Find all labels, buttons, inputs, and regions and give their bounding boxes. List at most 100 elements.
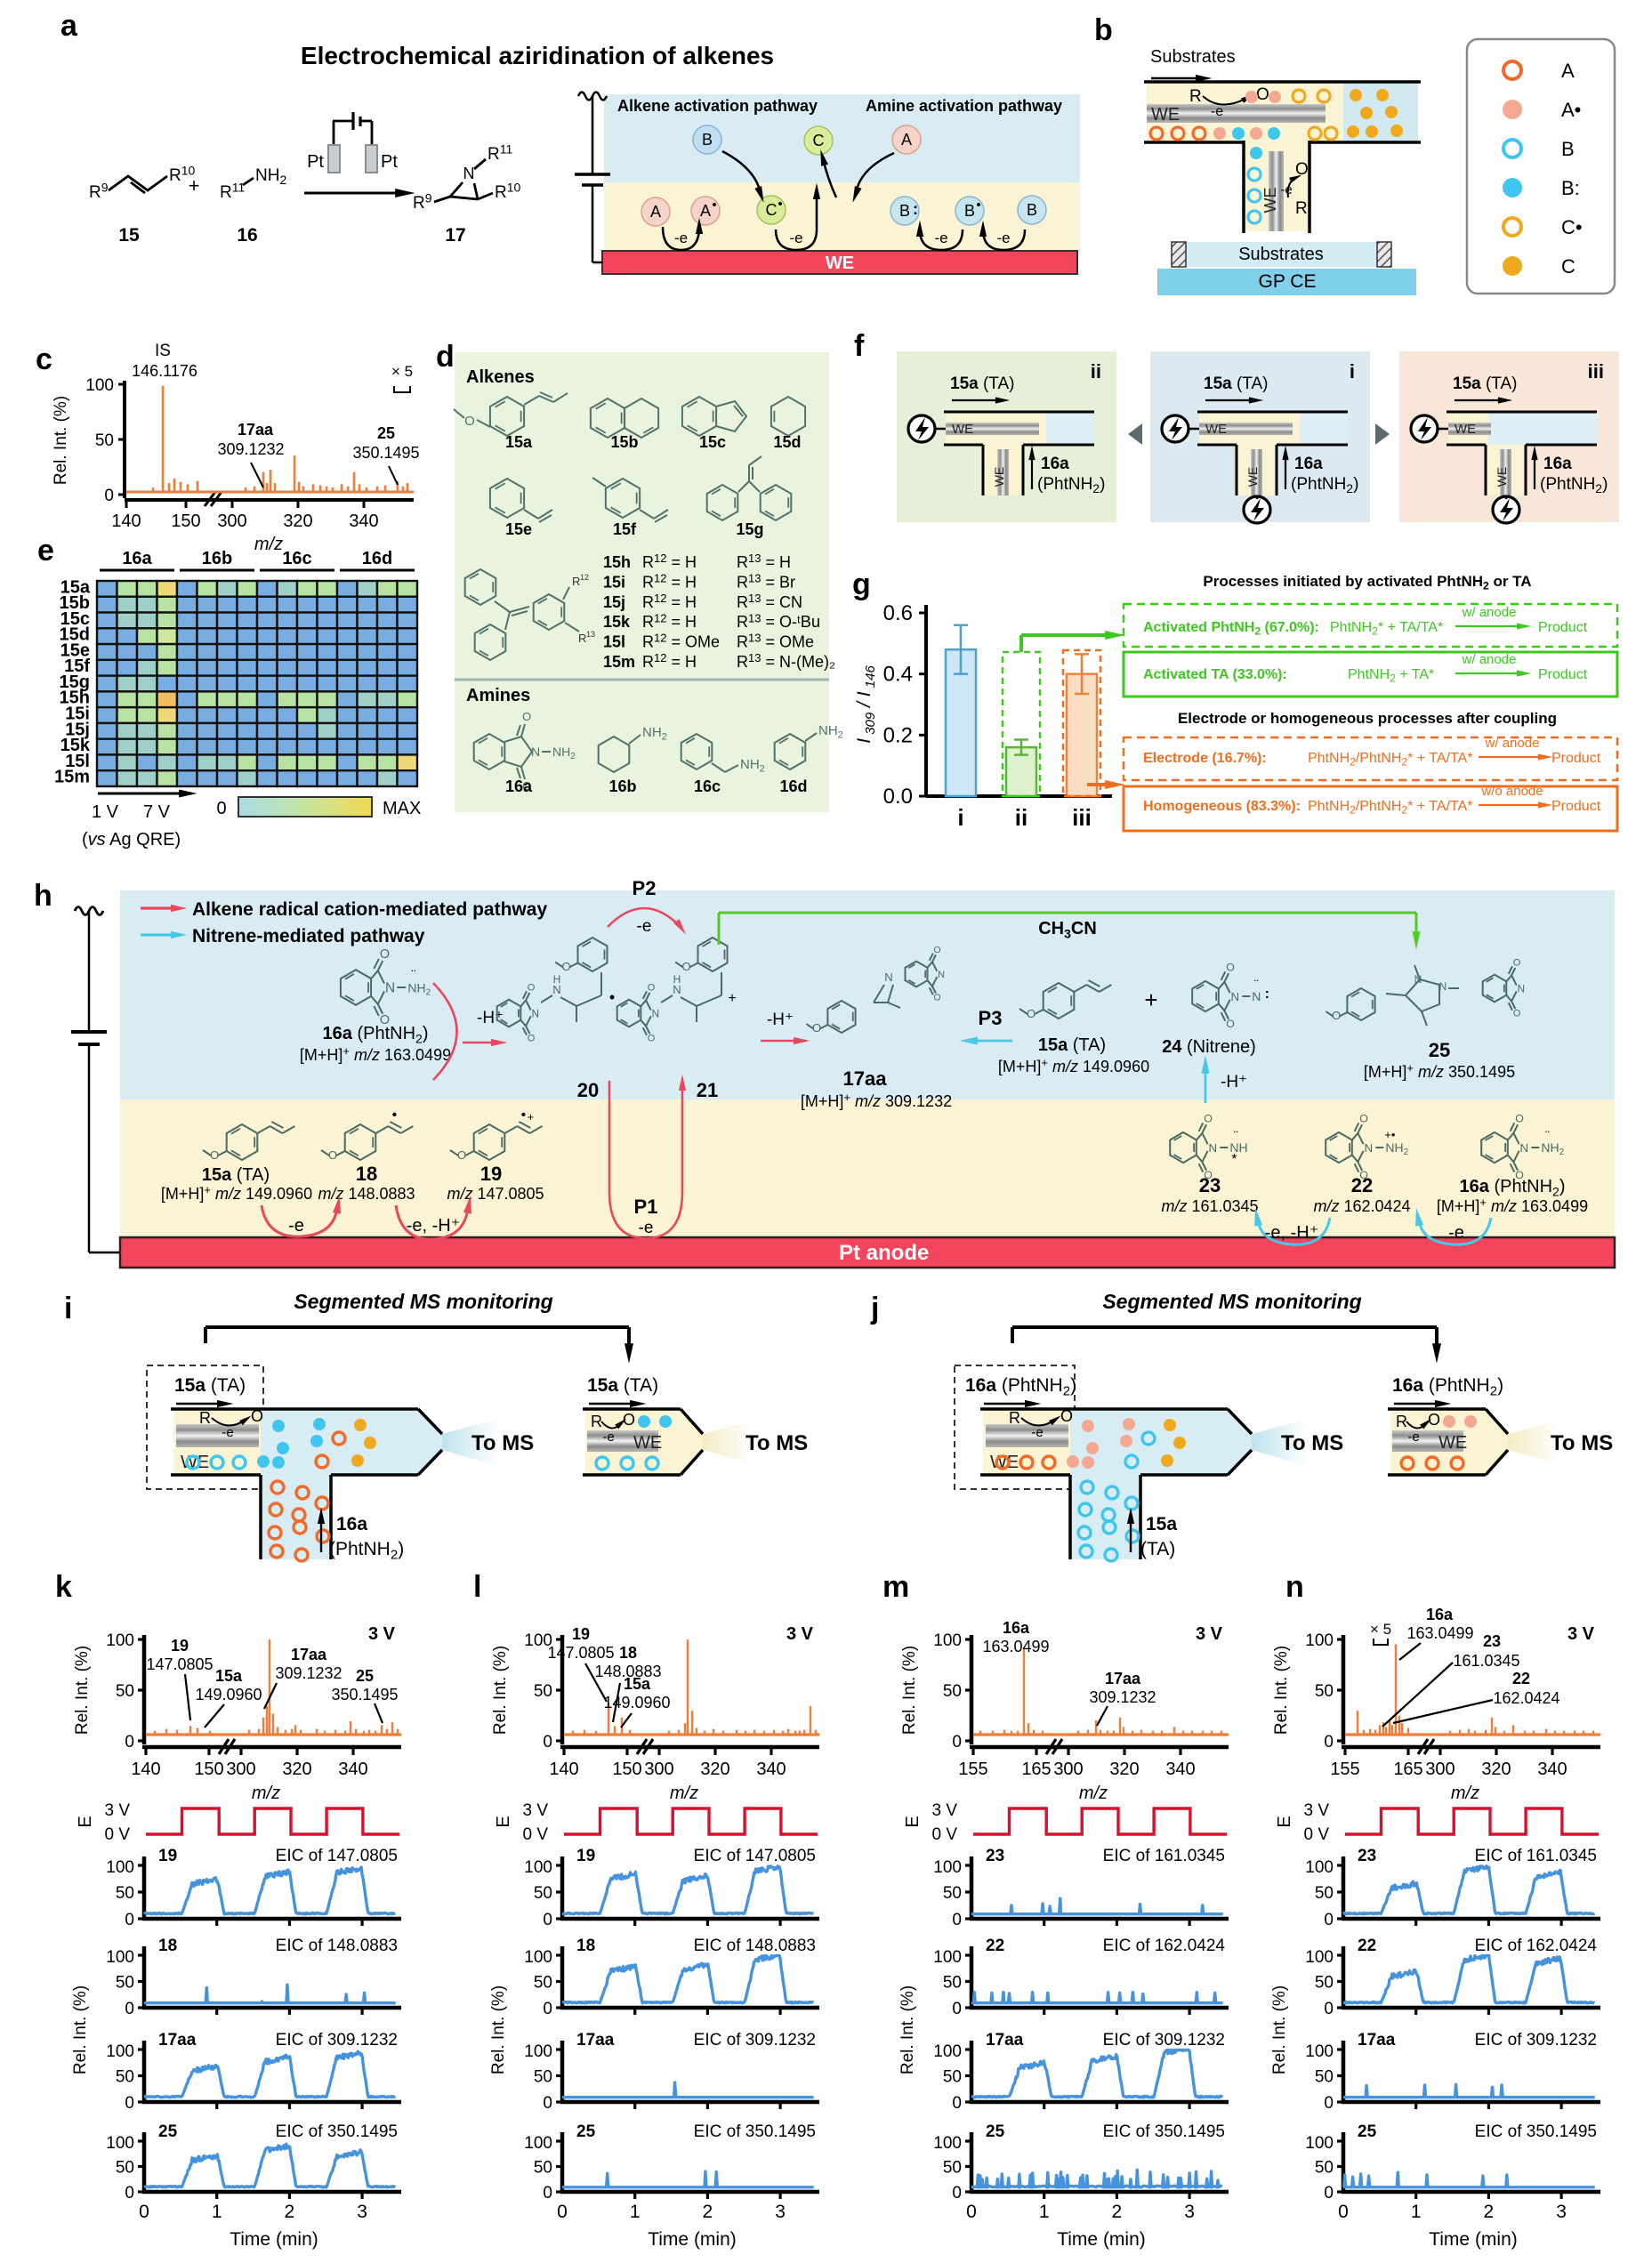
svg-text:0: 0 xyxy=(125,2094,134,2113)
svg-text:WE: WE xyxy=(1438,1433,1467,1453)
svg-text:Product: Product xyxy=(1551,751,1601,766)
svg-text:15c: 15c xyxy=(699,433,726,451)
svg-text:R12 = H: R12 = H xyxy=(642,592,697,611)
svg-text:Rel. Int. (%): Rel. Int. (%) xyxy=(1270,1985,1289,2074)
svg-text:O: O xyxy=(1359,1169,1368,1181)
svg-text:E: E xyxy=(903,1816,923,1827)
svg-text:To MS: To MS xyxy=(1551,1431,1613,1455)
svg-text:EIC of 148.0883: EIC of 148.0883 xyxy=(276,1937,398,1955)
svg-text:Rel. Int. (%): Rel. Int. (%) xyxy=(899,1985,917,2074)
svg-text:340: 340 xyxy=(756,1760,786,1779)
svg-text:•: • xyxy=(392,1107,398,1123)
svg-text:R11: R11 xyxy=(220,181,245,202)
svg-text:320: 320 xyxy=(1109,1760,1139,1779)
svg-text:3 V: 3 V xyxy=(1196,1624,1223,1644)
svg-text:N: N xyxy=(1414,973,1422,986)
svg-text:50: 50 xyxy=(95,431,114,450)
svg-text:O: O xyxy=(681,960,690,973)
svg-text:O: O xyxy=(1226,961,1235,973)
svg-text:148.0883: 148.0883 xyxy=(594,1663,661,1680)
svg-text:18: 18 xyxy=(619,1644,637,1662)
svg-text:17aa: 17aa xyxy=(1105,1670,1141,1687)
svg-text:150: 150 xyxy=(194,1760,223,1779)
svg-text:-e: -e xyxy=(288,1216,304,1236)
svg-text:100: 100 xyxy=(933,1948,962,1967)
svg-text:17aa: 17aa xyxy=(1358,2031,1396,2050)
svg-text:O: O xyxy=(1515,1169,1524,1181)
svg-text:2: 2 xyxy=(1112,2202,1123,2222)
svg-text:300: 300 xyxy=(1425,1760,1455,1779)
svg-text:-H⁺: -H⁺ xyxy=(767,1011,794,1029)
svg-text:50: 50 xyxy=(116,1682,134,1701)
svg-text:Rel. Int. (%): Rel. Int. (%) xyxy=(489,1985,508,2074)
svg-text:16a: 16a xyxy=(1041,455,1069,473)
svg-text:150: 150 xyxy=(171,511,200,531)
svg-text:0: 0 xyxy=(952,2000,962,2018)
svg-text:149.0960: 149.0960 xyxy=(603,1694,670,1711)
svg-text:0: 0 xyxy=(952,1733,962,1752)
svg-text:[M+H]+ m/z 163.0499: [M+H]+ m/z 163.0499 xyxy=(1437,1196,1588,1215)
svg-text:18: 18 xyxy=(356,1163,377,1185)
svg-text:-H⁺: -H⁺ xyxy=(477,1009,504,1027)
svg-text:NH2: NH2 xyxy=(407,981,431,998)
svg-text:17aa: 17aa xyxy=(576,2031,615,2050)
svg-text:0: 0 xyxy=(952,2184,962,2203)
svg-text:17aa: 17aa xyxy=(986,2031,1024,2050)
svg-text:Homogeneous (83.3%):: Homogeneous (83.3%): xyxy=(1143,799,1301,814)
svg-text:100: 100 xyxy=(933,2042,962,2061)
svg-text:O: O xyxy=(464,414,475,429)
svg-text:O: O xyxy=(528,1034,536,1044)
svg-text:15h: 15h xyxy=(60,689,90,708)
svg-text:15m: 15m xyxy=(54,768,90,787)
svg-text:21: 21 xyxy=(697,1079,718,1101)
svg-text:320: 320 xyxy=(283,511,312,531)
svg-text:23: 23 xyxy=(1483,1632,1501,1650)
svg-text:m/z 148.0883: m/z 148.0883 xyxy=(318,1185,415,1203)
svg-text:WE: WE xyxy=(1261,188,1279,213)
svg-text:O: O xyxy=(561,960,570,973)
svg-text:320: 320 xyxy=(700,1760,729,1779)
svg-text:PhtNH2/PhtNH2* + TA/TA*: PhtNH2/PhtNH2* + TA/TA* xyxy=(1308,799,1472,817)
svg-text:-e: -e xyxy=(639,1219,654,1237)
svg-text:O: O xyxy=(812,1021,821,1035)
svg-text:100: 100 xyxy=(1305,1948,1334,1967)
svg-text:163.0499: 163.0499 xyxy=(1406,1624,1473,1642)
svg-text:•: • xyxy=(976,197,980,213)
svg-text:A: A xyxy=(650,203,661,221)
svg-text:MAX: MAX xyxy=(383,799,421,818)
svg-text:147.0805: 147.0805 xyxy=(146,1655,213,1673)
svg-text:N: N xyxy=(1439,980,1447,993)
svg-text:0: 0 xyxy=(557,2202,568,2222)
svg-text:E: E xyxy=(494,1816,513,1827)
svg-text:b: b xyxy=(1094,13,1113,47)
svg-text:15k: 15k xyxy=(603,613,631,631)
svg-text:O: O xyxy=(1428,1411,1440,1429)
svg-text:N: N xyxy=(463,165,475,182)
svg-text:309.1232: 309.1232 xyxy=(217,440,284,458)
svg-text:-H⁺: -H⁺ xyxy=(1221,1073,1247,1091)
svg-text:15a: 15a xyxy=(505,433,533,451)
svg-text:¨: ¨ xyxy=(1545,1129,1550,1144)
svg-text:-e: -e xyxy=(602,1429,614,1445)
svg-text:N: N xyxy=(652,1007,660,1019)
svg-text:0: 0 xyxy=(125,1733,134,1752)
svg-text:a: a xyxy=(60,9,78,43)
svg-text:15e: 15e xyxy=(505,520,532,538)
svg-text:O: O xyxy=(1027,1007,1036,1020)
svg-text:m: m xyxy=(882,1570,909,1604)
svg-text:16a: 16a xyxy=(1543,455,1572,473)
svg-text:R12 = H: R12 = H xyxy=(642,552,697,571)
svg-text:19: 19 xyxy=(158,1847,177,1865)
svg-text:0.6: 0.6 xyxy=(883,601,913,625)
svg-text:16: 16 xyxy=(237,225,257,246)
svg-text:16a (PhtNH2): 16a (PhtNH2) xyxy=(1460,1177,1566,1198)
svg-text:N: N xyxy=(938,970,945,980)
svg-text:50: 50 xyxy=(116,1974,134,1993)
svg-text:+: + xyxy=(1144,987,1157,1013)
svg-text:NH: NH xyxy=(1229,1140,1247,1155)
svg-text:EIC of 162.0424: EIC of 162.0424 xyxy=(1475,1937,1598,1955)
svg-text:R10: R10 xyxy=(495,181,521,202)
svg-text:[M+H]+ m/z 309.1232: [M+H]+ m/z 309.1232 xyxy=(801,1091,952,1110)
svg-text:340: 340 xyxy=(349,511,378,531)
svg-text:Amine activation pathway: Amine activation pathway xyxy=(866,97,1062,115)
